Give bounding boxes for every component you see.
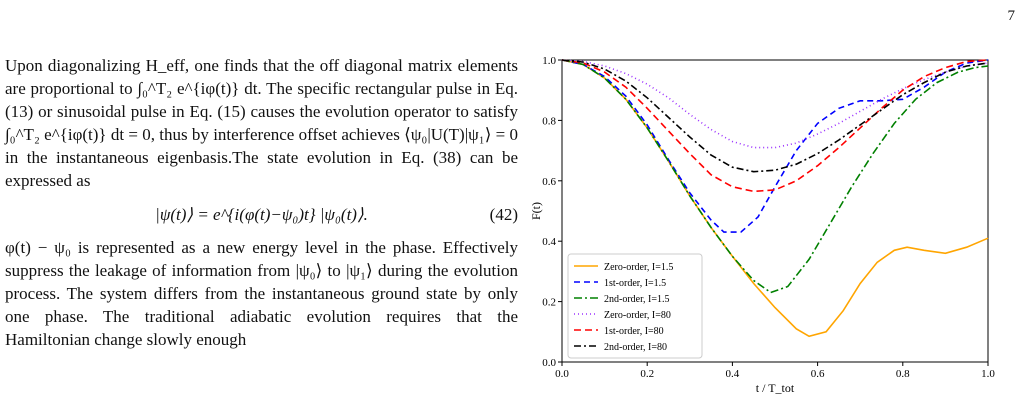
legend-label: 2nd-order, I=1.5: [604, 294, 670, 305]
legend-label: 1st-order, I=1.5: [604, 278, 666, 289]
y-axis-label: F(t): [532, 202, 543, 220]
y-tick-label: 0.4: [542, 236, 556, 248]
x-tick-label: 0.4: [726, 368, 740, 380]
body-text-column: Upon diagonalizing H_eff, one finds that…: [5, 54, 518, 351]
y-tick-label: 0.0: [542, 357, 556, 369]
equation-body: |ψ(t)⟩ = e^{i(φ(t)−ψ₀)t} |ψ₀(t)⟩.: [155, 204, 368, 224]
legend-box: [567, 253, 703, 359]
y-tick-label: 0.6: [542, 176, 556, 188]
equation-42: |ψ(t)⟩ = e^{i(φ(t)−ψ₀)t} |ψ₀(t)⟩. (42): [5, 192, 518, 236]
series-line-2: [561, 59, 989, 233]
y-tick-label: 0.2: [542, 297, 556, 309]
x-tick-label: 1.0: [981, 368, 995, 380]
x-tick-label: 0.8: [896, 368, 910, 380]
legend-label: Zero-order, I=80: [604, 310, 671, 321]
series-line-3: [561, 59, 989, 294]
legend-label: 2nd-order, I=80: [604, 342, 667, 353]
series-line-6: [561, 59, 989, 173]
page-number: 7: [1007, 8, 1016, 24]
legend-label: 1st-order, I=80: [604, 326, 664, 337]
series-line-4: [561, 59, 989, 149]
series-line-5: [561, 59, 989, 193]
y-tick-label: 1.0: [542, 55, 556, 67]
fidelity-chart: 0.0 0.2 0.4 0.6 0.8 1.0 0.0 0.2 0.4 0.6 0.8 1.0 t / …: [529, 55, 995, 395]
equation-number: (42): [489, 204, 518, 224]
paragraph-phase: φ(t) − ψ₀ is represented as a new energy…: [5, 238, 518, 349]
paragraph-diagonalization: Upon diagonalizing H_eff, one finds that…: [5, 56, 518, 190]
legend-label: Zero-order, I=1.5: [604, 262, 673, 273]
fidelity-figure: 0.0 0.2 0.4 0.6 0.8 1.0 0.0 0.2 0.4 0.6 0.8 1.0 t / …: [529, 44, 1022, 412]
x-tick-label: 0.0: [555, 368, 569, 380]
y-tick-label: 0.8: [542, 115, 556, 127]
x-axis-label: t / T_tot: [756, 381, 795, 395]
x-tick-label: 0.2: [640, 368, 654, 380]
x-tick-label: 0.6: [811, 368, 825, 380]
plot-frame: [561, 59, 989, 363]
